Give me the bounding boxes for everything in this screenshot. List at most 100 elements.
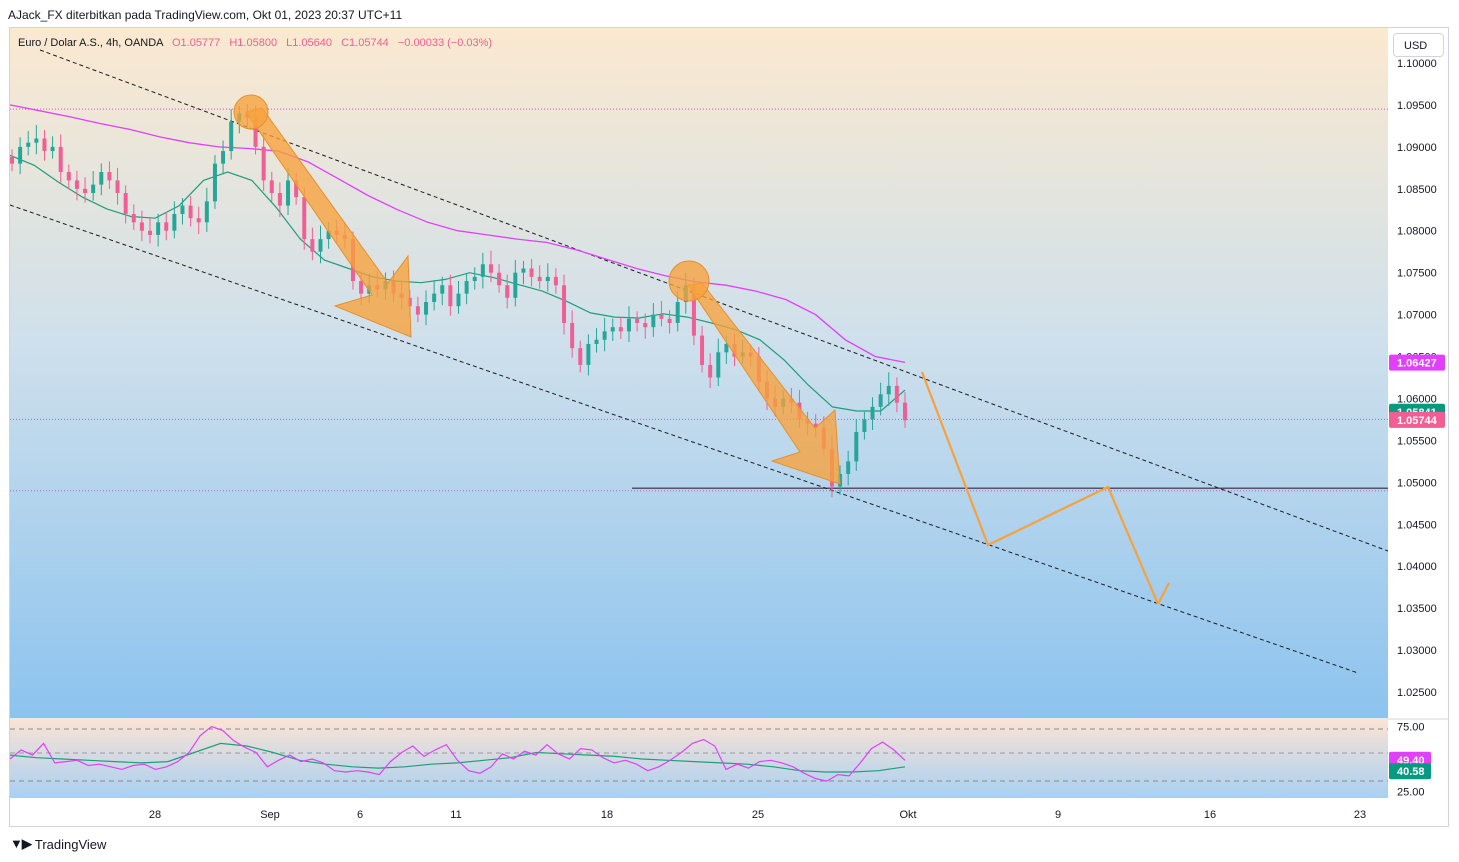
candle-body [903,402,907,421]
candle-body [440,285,445,294]
candle-body [846,461,851,474]
price-tick-label: 1.06000 [1397,393,1437,405]
price-tick-label: 1.08000 [1397,226,1437,238]
candle-body [594,339,599,344]
candle-body [675,302,680,323]
rsi-tick-label: 75.00 [1397,722,1425,734]
candle-body [277,192,282,206]
candle-body [74,180,79,189]
candle-body [310,239,315,252]
candle-body [724,343,729,353]
candle-body [188,205,193,219]
candle-body [196,218,201,223]
candle-body [659,314,664,319]
tradingview-wordmark: TradingView [34,836,107,852]
annotation-arrow-1 [245,107,412,338]
price-pane-background [10,28,1388,718]
candle-body [448,285,453,307]
candle-body [229,121,234,152]
candle-body [318,239,323,252]
candle-body [618,327,623,332]
candle-body [261,146,266,181]
sma-slow-line [9,104,906,364]
candle-body [148,230,153,235]
rsi-badge [1389,763,1431,780]
time-axis[interactable]: 28 Sep 6 11 18 25 Okt 9 16 23 [149,809,1366,821]
chart-frame [9,27,1449,827]
candle-body [50,146,55,152]
candle-body [83,188,88,193]
candle-body [10,156,14,164]
time-tick-label: Okt [899,809,916,821]
annotation-arrow-2 [687,282,841,485]
rsi-pane-background [10,720,1388,798]
candle-body [635,318,640,323]
time-tick-label: 18 [601,809,613,821]
candle-body [294,180,299,198]
candle-body [131,213,136,223]
price-tick-label: 1.04000 [1397,561,1437,573]
candle-body [529,268,534,277]
candle-body [521,268,526,273]
time-tick-label: 9 [1055,809,1061,821]
time-tick-label: Sep [260,809,280,821]
candle-body [212,163,217,202]
ohlc-high: H1.05800 [229,37,277,49]
candle-body [570,322,575,349]
time-tick-label: 25 [752,809,764,821]
candle-body [66,172,71,181]
tradingview-logo-icon: ▼▶ [10,836,32,851]
rsi-line [9,725,906,782]
candle-body [221,151,226,164]
time-tick-label: 28 [149,809,161,821]
candle-body [480,264,485,277]
candle-body [651,314,656,328]
candle-body [691,285,696,336]
price-tick-label: 1.04500 [1397,519,1437,531]
rsi-badge-label: 40.58 [1397,766,1425,778]
price-badge-label: 1.05744 [1397,415,1438,427]
candle-body [716,352,721,378]
candle-body [432,293,437,303]
candle-body [708,364,713,378]
annotation-circle-1 [233,94,269,130]
candle-body [886,385,891,395]
price-tick-label: 1.09000 [1397,142,1437,154]
candle-body [545,276,550,282]
horizontal-levels [10,108,1388,492]
candle-body [18,146,23,164]
candle-body [58,146,63,173]
candle-body [537,276,542,282]
price-axis[interactable]: 1.10000 1.09500 1.09000 1.08500 1.08000 1.075… [1397,58,1437,699]
symbol-name: Euro / Dolar A.S., 4h, OANDA [18,37,164,49]
tradingview-logo[interactable]: ▼▶ TradingView [10,836,106,852]
candle-body [586,343,591,365]
candle-body [667,318,672,323]
candle-body [643,322,648,328]
candle-body [610,327,615,332]
publisher-caption: AJack_FX diterbitkan pada TradingView.co… [8,8,403,22]
candle-body [626,318,631,332]
candle-body [894,385,899,403]
candle-body [253,117,258,147]
candle-body [164,222,169,231]
candle-body [488,264,493,273]
candle-body [456,293,461,307]
ohlc-open: O1.05777 [172,37,220,49]
price-tick-label: 1.05500 [1397,435,1437,447]
symbol-legend[interactable]: Euro / Dolar A.S., 4h, OANDA O1.05777 H1… [18,37,492,49]
candle-body [286,180,291,206]
candle-body [302,197,307,240]
time-tick-label: 6 [357,809,363,821]
price-tick-label: 1.05000 [1397,477,1437,489]
price-tick-label: 1.09500 [1397,100,1437,112]
price-tick-label: 1.03500 [1397,603,1437,615]
candle-body [99,172,104,185]
candle-body [156,222,161,235]
candle-body [91,184,96,193]
currency-button[interactable]: USD [1393,33,1444,57]
projection-arrowhead [1157,582,1170,605]
